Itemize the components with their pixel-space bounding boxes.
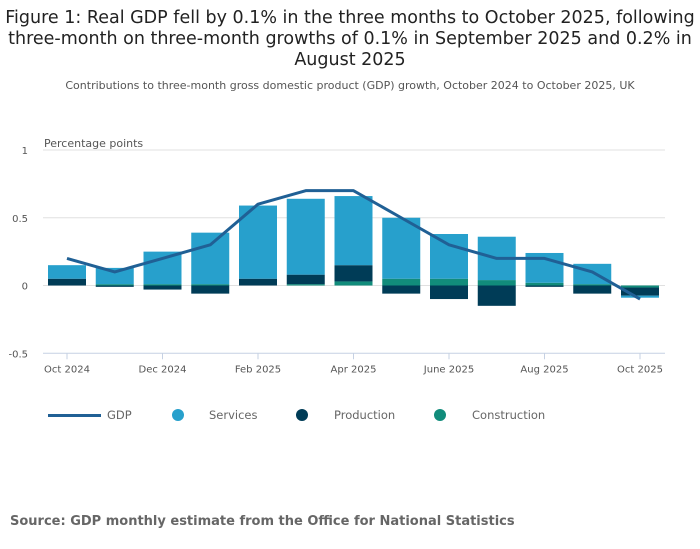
bar-construction [430, 278, 468, 286]
bar-construction [95, 284, 134, 286]
bar-services [334, 196, 373, 266]
chart-title: Figure 1: Real GDP fell by 0.1% in the t… [5, 8, 695, 70]
bar-production [525, 285, 564, 287]
legend-label: GDP [107, 408, 132, 422]
bar-production [430, 285, 468, 300]
y-tick-label: 0.5 [12, 214, 28, 225]
x-tick-label: Apr 2025 [331, 364, 377, 375]
legend-item-construction[interactable]: Construction [434, 408, 545, 422]
bar-production [334, 265, 373, 282]
y-tick-label: -0.5 [8, 349, 28, 360]
x-tick-label: Oct 2025 [617, 364, 663, 375]
bar-construction [286, 284, 325, 286]
source-note: Source: GDP monthly estimate from the Of… [10, 514, 515, 529]
y-tick-label: 0 [22, 282, 28, 293]
bar-services [48, 265, 86, 279]
legend: GDP Services Production Construction [0, 408, 700, 428]
legend-label: Services [209, 408, 258, 422]
bar-production [621, 287, 659, 296]
bar-services [382, 217, 421, 279]
x-tick-label: Feb 2025 [235, 364, 281, 375]
bar-production [477, 285, 516, 306]
bar-construction [334, 281, 373, 286]
bar-construction [382, 278, 421, 286]
bar-construction [191, 284, 230, 286]
bar-construction [621, 285, 659, 288]
bar-construction [573, 284, 612, 286]
x-tick-label: Oct 2024 [44, 364, 90, 375]
bar-production [573, 285, 612, 294]
legend-item-services[interactable]: Services [172, 408, 258, 422]
bar-construction [525, 282, 564, 286]
y-axis-label: Percentage points [44, 137, 143, 150]
legend-label: Construction [472, 408, 546, 422]
circle-swatch-icon [172, 409, 184, 421]
bar-services [95, 267, 134, 285]
x-tick-label: June 2025 [423, 364, 474, 375]
bar-production [239, 278, 277, 286]
bar-services [286, 198, 325, 275]
chart-subtitle: Contributions to three-month gross domes… [65, 79, 635, 92]
circle-swatch-icon [296, 409, 308, 421]
bar-production [143, 285, 182, 290]
bar-production [191, 285, 230, 294]
bar-services [430, 234, 468, 279]
bar-services [143, 251, 182, 285]
legend-item-gdp[interactable]: GDP [48, 408, 132, 422]
legend-label: Production [334, 408, 396, 422]
bar-production [286, 274, 325, 285]
x-tick-label: Aug 2025 [520, 364, 568, 375]
chart-area: Percentage points 1 0.5 0 -0.5 Oct 2024 Dec … [8, 137, 665, 375]
legend-item-production[interactable]: Production [296, 408, 395, 422]
bar-production [95, 285, 134, 287]
bar-construction [477, 280, 516, 286]
bar-services [191, 232, 230, 285]
bar-services [621, 295, 659, 298]
bar-services [239, 205, 277, 279]
line-swatch-icon [48, 413, 101, 417]
x-tick-label: Dec 2024 [139, 364, 187, 375]
bar-production [382, 285, 421, 294]
circle-swatch-icon [434, 409, 446, 421]
y-tick-label: 1 [22, 146, 28, 157]
bar-construction [143, 284, 182, 286]
bar-production [48, 278, 86, 286]
